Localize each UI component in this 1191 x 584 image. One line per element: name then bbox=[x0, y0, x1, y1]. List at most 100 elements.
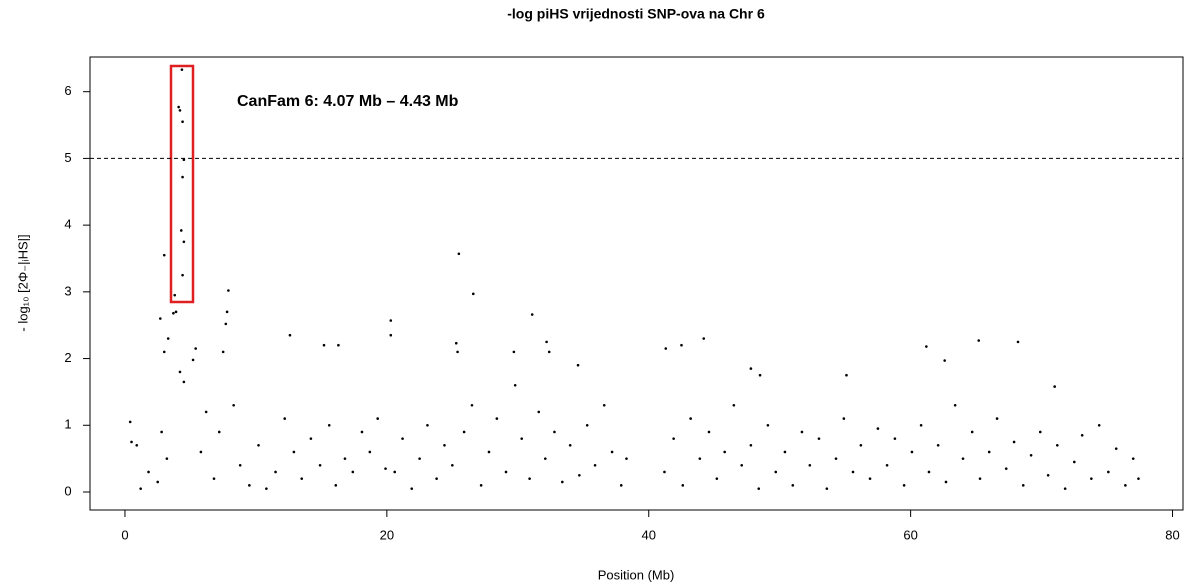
point bbox=[139, 487, 142, 490]
point bbox=[876, 427, 880, 430]
point bbox=[513, 383, 517, 387]
point bbox=[418, 457, 421, 460]
point bbox=[543, 457, 547, 460]
point bbox=[191, 358, 195, 362]
point bbox=[128, 420, 132, 424]
point bbox=[182, 380, 186, 384]
point bbox=[360, 430, 364, 434]
point bbox=[758, 373, 762, 377]
point bbox=[393, 470, 397, 474]
point bbox=[147, 470, 150, 474]
x-tick-label: 20 bbox=[380, 527, 394, 542]
point bbox=[426, 423, 429, 427]
point bbox=[238, 464, 242, 467]
point bbox=[1131, 457, 1135, 460]
point bbox=[927, 470, 931, 474]
point bbox=[337, 343, 340, 347]
point bbox=[715, 477, 719, 480]
point bbox=[1016, 340, 1020, 344]
point bbox=[602, 403, 606, 407]
point bbox=[619, 484, 623, 487]
point bbox=[457, 252, 461, 256]
point bbox=[479, 484, 483, 487]
point bbox=[173, 293, 177, 297]
point bbox=[977, 339, 981, 342]
point bbox=[925, 345, 928, 348]
point bbox=[547, 350, 551, 354]
plot-frame bbox=[89, 56, 1184, 511]
point bbox=[845, 373, 848, 377]
point bbox=[389, 333, 393, 337]
point bbox=[130, 440, 133, 444]
x-tick-label: 0 bbox=[121, 527, 128, 542]
point bbox=[179, 229, 183, 232]
point bbox=[165, 457, 169, 460]
point bbox=[859, 443, 863, 447]
y-tick-label: 2 bbox=[64, 350, 71, 365]
point bbox=[520, 437, 524, 440]
point bbox=[842, 417, 846, 420]
point bbox=[749, 443, 753, 447]
point bbox=[664, 347, 668, 350]
point bbox=[1080, 433, 1084, 437]
point bbox=[749, 367, 753, 370]
y-tick-label: 3 bbox=[64, 283, 71, 298]
point bbox=[181, 120, 184, 124]
point bbox=[576, 363, 580, 367]
point bbox=[265, 487, 268, 490]
point bbox=[1046, 474, 1050, 477]
point bbox=[292, 450, 296, 454]
point bbox=[227, 289, 230, 292]
point bbox=[160, 430, 163, 434]
point bbox=[162, 253, 166, 257]
point bbox=[783, 450, 787, 454]
point bbox=[194, 347, 197, 350]
point bbox=[471, 292, 475, 296]
point bbox=[1114, 447, 1118, 450]
point bbox=[181, 273, 184, 277]
point bbox=[368, 450, 372, 454]
point bbox=[318, 464, 322, 467]
x-tick-label: 80 bbox=[1165, 527, 1179, 542]
point bbox=[456, 350, 459, 354]
annotation: CanFam 6: 4.07 Mb – 4.43 Mb bbox=[237, 93, 459, 110]
point bbox=[180, 68, 184, 71]
highlight-box bbox=[169, 64, 195, 304]
point bbox=[936, 443, 940, 447]
point bbox=[162, 350, 166, 354]
y-tick-label: 4 bbox=[64, 217, 71, 232]
point bbox=[1107, 470, 1110, 474]
point bbox=[893, 437, 897, 440]
point bbox=[182, 240, 186, 244]
point bbox=[1038, 430, 1042, 434]
point bbox=[995, 417, 999, 420]
point bbox=[435, 477, 438, 480]
point bbox=[663, 470, 666, 474]
point bbox=[487, 450, 491, 454]
point bbox=[334, 484, 338, 487]
point bbox=[451, 464, 454, 467]
point bbox=[698, 457, 702, 460]
point bbox=[327, 423, 331, 427]
point bbox=[834, 457, 838, 460]
point bbox=[545, 340, 548, 344]
point bbox=[740, 464, 744, 467]
point bbox=[181, 175, 184, 179]
point bbox=[351, 470, 355, 474]
point bbox=[702, 337, 706, 340]
point bbox=[672, 437, 675, 440]
point bbox=[978, 477, 982, 480]
point bbox=[1073, 460, 1076, 464]
point bbox=[723, 450, 726, 454]
point bbox=[568, 443, 572, 447]
point bbox=[309, 437, 313, 440]
y-axis-label: - log₁₀ [2Φ₋|ᵢHS|] bbox=[15, 234, 30, 331]
point bbox=[495, 417, 499, 420]
point bbox=[868, 477, 872, 480]
point bbox=[919, 423, 923, 427]
point bbox=[561, 480, 564, 484]
point bbox=[1055, 443, 1059, 447]
point bbox=[1029, 453, 1033, 457]
point bbox=[593, 464, 597, 467]
